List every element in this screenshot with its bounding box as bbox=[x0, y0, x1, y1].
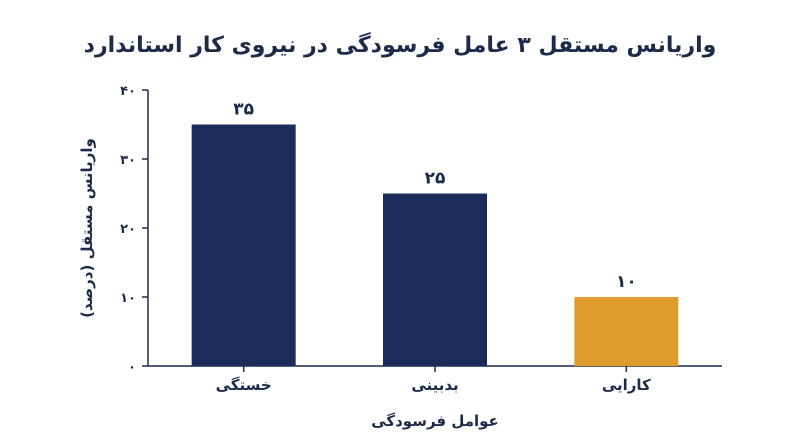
x-tick-label: کارایی bbox=[602, 376, 651, 394]
y-tick-label: ۰ bbox=[128, 360, 136, 375]
x-tick-label: بدبینی bbox=[411, 376, 458, 394]
bar bbox=[191, 124, 296, 366]
data-label: ۲۵ bbox=[425, 169, 446, 189]
y-tick-label: ۳۰ bbox=[120, 153, 136, 168]
bar bbox=[574, 297, 679, 366]
y-tick-label: ۱۰ bbox=[120, 291, 136, 306]
x-axis-title: عوامل فرسودگی bbox=[371, 412, 499, 430]
data-label: ۳۵ bbox=[233, 100, 254, 120]
x-tick-label: خستگی bbox=[216, 376, 272, 394]
y-tick-label: ۲۰ bbox=[120, 222, 136, 237]
plot-area: ۰ ۱۰ ۲۰ ۳۰ ۴۰ ۳۵ خستگی ۲۵ بدبینی ۱۰ کارایی bbox=[120, 84, 722, 394]
y-tick-label: ۴۰ bbox=[120, 84, 136, 99]
data-label: ۱۰ bbox=[616, 272, 637, 292]
y-axis-title: واریانس مستقل (درصد) bbox=[78, 138, 96, 318]
chart-title: واریانس مستقل ۳ عامل فرسودگی در نیروی کا… bbox=[84, 31, 717, 58]
bar bbox=[383, 193, 487, 366]
